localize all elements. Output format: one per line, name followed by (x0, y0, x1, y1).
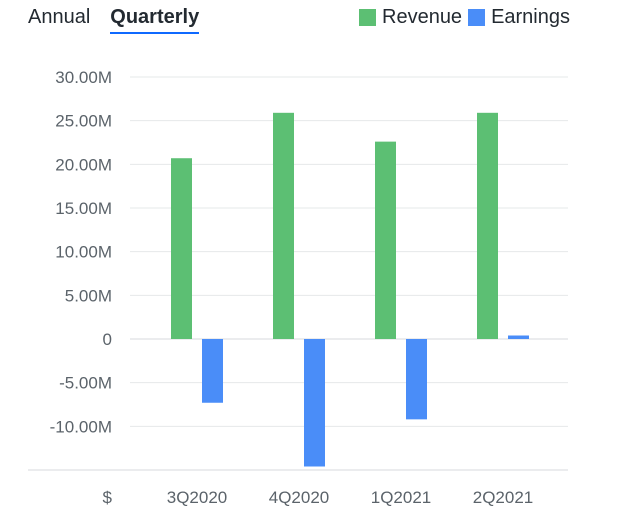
legend-label-revenue: Revenue (382, 6, 463, 28)
y-tick-label: -5.00M (59, 374, 112, 393)
bar-revenue-2q2021 (477, 112, 498, 339)
bar-revenue-1q2021 (375, 141, 396, 339)
bar-revenue-3q2020 (171, 158, 192, 339)
period-tabs: Annual Quarterly (28, 6, 200, 34)
y-unit-label: $ (103, 488, 113, 507)
legend-swatch-earnings (468, 9, 486, 26)
bar-earnings-2q2021 (508, 335, 529, 339)
x-tick-label: 3Q2020 (167, 488, 228, 507)
y-tick-label: 10.00M (55, 243, 112, 262)
x-tick-label: 2Q2021 (473, 488, 534, 507)
legend-swatch-revenue (359, 9, 376, 26)
y-tick-label: 5.00M (65, 286, 112, 305)
y-tick-label: 30.00M (55, 68, 112, 87)
bar-earnings-1q2021 (406, 339, 427, 420)
tab-quarterly[interactable]: Quarterly (110, 6, 200, 34)
legend-label-earnings: Earnings (491, 6, 570, 28)
x-tick-label: 4Q2020 (269, 488, 330, 507)
y-tick-label: 0 (103, 330, 112, 349)
tab-annual[interactable]: Annual (28, 6, 91, 28)
y-tick-label: -10.00M (50, 417, 112, 436)
bar-revenue-4q2020 (273, 112, 294, 339)
legend-item-earnings[interactable]: Earnings (468, 6, 570, 29)
chart-legend: Revenue Earnings (359, 6, 570, 29)
legend-item-revenue[interactable]: Revenue (359, 6, 462, 29)
y-tick-label: 20.00M (55, 155, 112, 174)
bar-earnings-3q2020 (202, 339, 223, 403)
bar-earnings-4q2020 (304, 339, 325, 467)
x-tick-label: 1Q2021 (371, 488, 432, 507)
y-tick-label: 25.00M (55, 112, 112, 131)
y-tick-label: 15.00M (55, 199, 112, 218)
